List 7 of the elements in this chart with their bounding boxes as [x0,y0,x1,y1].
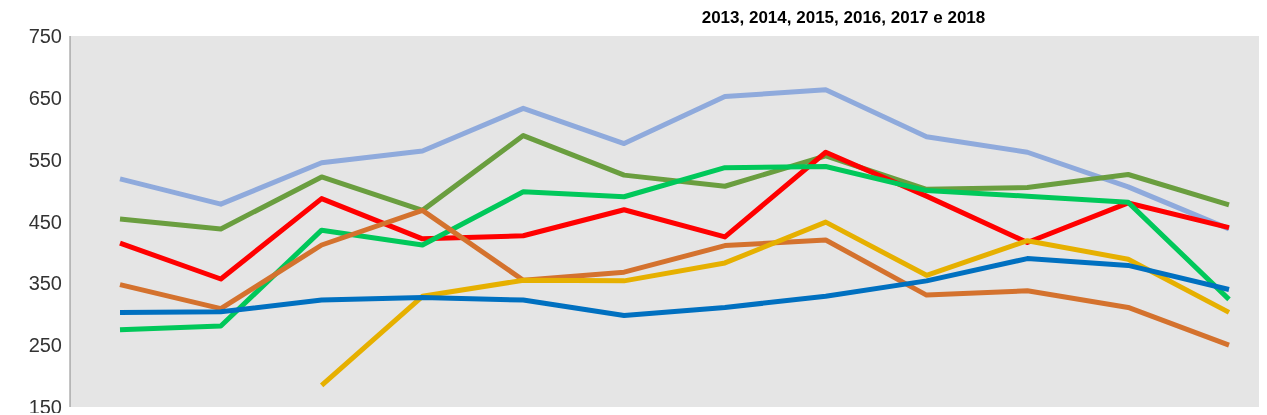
y-tick-label: 450 [28,210,62,233]
y-tick-label: 550 [28,148,62,171]
y-tick-label: 750 [28,25,62,48]
y-tick-label: 350 [28,272,62,295]
chart-title: 2013, 2014, 2015, 2016, 2017 e 2018 [701,8,986,27]
y-tick-label: 250 [28,334,62,357]
y-tick-label: 650 [28,86,62,109]
